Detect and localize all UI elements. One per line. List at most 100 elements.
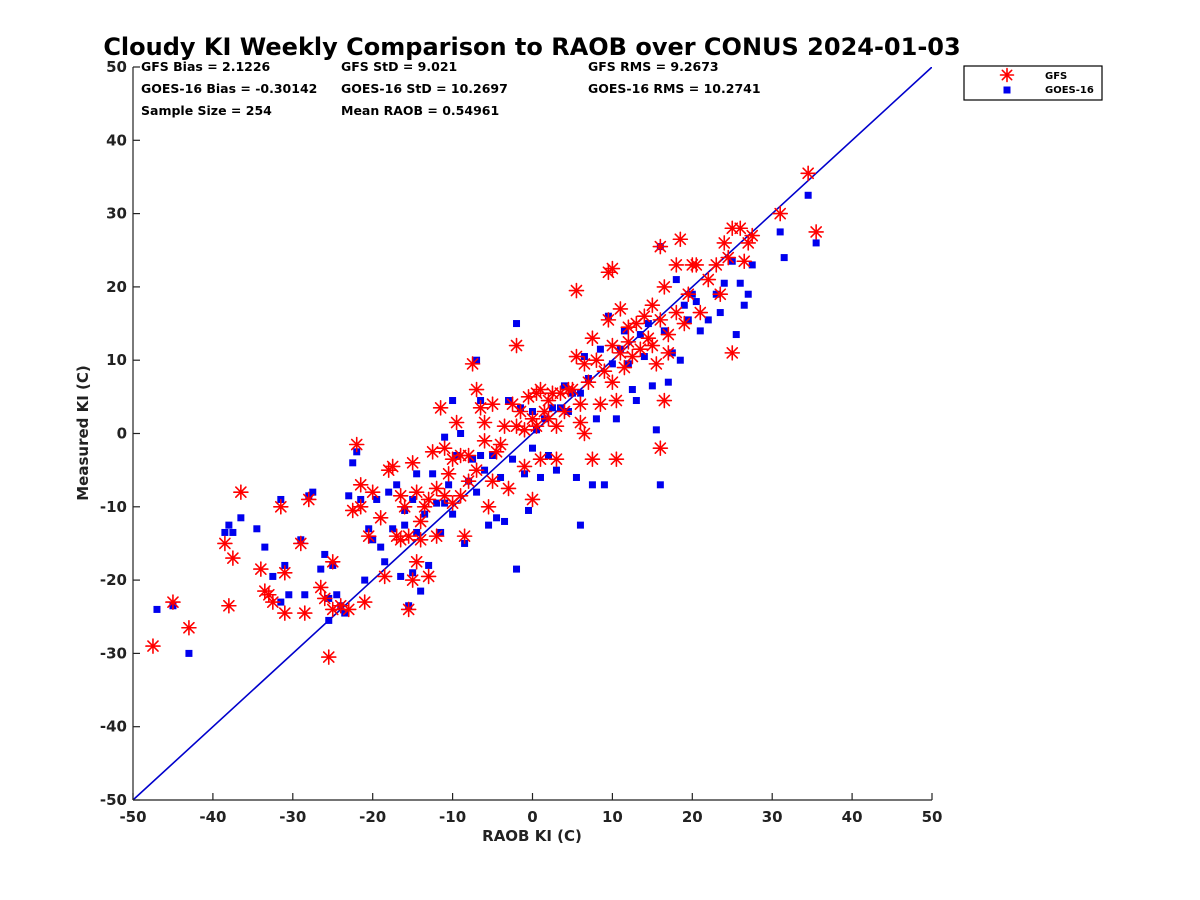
gfs-point xyxy=(424,444,441,460)
gfs-point xyxy=(476,414,493,431)
gfs-point xyxy=(348,436,365,453)
x-tick-label: -30 xyxy=(279,808,306,826)
goes16-point xyxy=(804,191,812,199)
x-tick-label: -10 xyxy=(439,808,466,826)
gfs-point xyxy=(253,561,269,577)
gfs-point xyxy=(524,491,541,508)
gfs-point xyxy=(620,334,637,350)
gfs-point xyxy=(568,348,585,365)
goes16-point xyxy=(433,499,441,507)
gfs-point xyxy=(412,513,429,530)
gfs-point xyxy=(277,564,293,581)
gfs-point xyxy=(420,568,437,585)
goes16-point xyxy=(345,492,353,500)
gfs-point xyxy=(672,231,689,248)
gfs-point xyxy=(460,473,477,489)
gfs-point xyxy=(556,403,573,420)
stat-goes-rms: GOES-16 RMS = 10.2741 xyxy=(588,81,761,96)
goes16-point xyxy=(497,473,505,481)
gfs-point xyxy=(444,495,461,511)
one-to-one-line xyxy=(133,67,932,800)
gfs-point xyxy=(492,436,509,453)
y-axis-ticks: -50 -40 -30 -20 -10 0 10 20 30 40 50 xyxy=(100,58,140,809)
gfs-point xyxy=(616,359,633,376)
goes16-point xyxy=(680,301,688,309)
gfs-point xyxy=(472,400,489,416)
goes16-point xyxy=(449,397,457,405)
gfs-point xyxy=(404,455,421,471)
x-axis-ticks: -50 -40 -30 -20 -10 0 10 20 30 40 50 xyxy=(119,793,942,826)
stat-gfs-std: GFS StD = 9.021 xyxy=(341,59,457,74)
gfs-point xyxy=(548,451,565,467)
gfs-point xyxy=(668,257,685,273)
gfs-point xyxy=(356,594,373,610)
gfs-point xyxy=(221,597,237,614)
gfs-points xyxy=(145,165,824,665)
goes16-point xyxy=(544,451,552,459)
goes16-point xyxy=(525,506,533,514)
gfs-point xyxy=(516,422,533,438)
x-axis-label: RAOB KI (C) xyxy=(482,827,582,845)
gfs-point xyxy=(456,528,473,544)
y-tick-label: -30 xyxy=(100,644,127,662)
gfs-point xyxy=(233,484,249,500)
gfs-point xyxy=(676,315,693,332)
goes16-point xyxy=(780,254,788,262)
x-tick-label: -20 xyxy=(359,808,386,826)
y-tick-label: 40 xyxy=(106,131,127,149)
goes16-point xyxy=(409,495,417,503)
goes16-point xyxy=(576,389,584,397)
gfs-point xyxy=(744,227,761,244)
gfs-point xyxy=(644,297,661,314)
y-tick-label: 20 xyxy=(106,278,127,296)
statistics-block: GFS Bias = 2.1226 GFS StD = 9.021 GFS RM… xyxy=(141,59,761,118)
goes16-point xyxy=(301,591,309,599)
goes16-point xyxy=(373,495,381,503)
gfs-point xyxy=(692,304,709,321)
legend-goes16-marker xyxy=(1003,86,1011,94)
gfs-point xyxy=(360,528,377,544)
gfs-point xyxy=(476,433,493,449)
gfs-point xyxy=(436,440,453,456)
legend: GFS GOES-16 xyxy=(963,65,1103,101)
gfs-point xyxy=(376,568,393,585)
gfs-point xyxy=(596,363,613,379)
gfs-point xyxy=(384,458,401,475)
gfs-point xyxy=(312,579,329,596)
y-axis-label: Measured KI (C) xyxy=(74,365,92,501)
gfs-point xyxy=(484,396,501,412)
gfs-point xyxy=(576,356,593,372)
legend-gfs-marker xyxy=(999,67,1015,83)
goes16-point xyxy=(664,378,672,386)
gfs-point xyxy=(508,337,525,354)
y-tick-label: -40 xyxy=(100,718,127,736)
gfs-point xyxy=(588,352,605,369)
gfs-point xyxy=(500,480,517,497)
gfs-point xyxy=(420,491,437,508)
y-tick-label: -50 xyxy=(100,791,127,809)
goes16-point xyxy=(672,276,680,284)
x-tick-label: 0 xyxy=(527,808,537,826)
goes16-point xyxy=(740,301,748,309)
goes16-point xyxy=(473,488,481,496)
goes16-point xyxy=(596,345,604,353)
goes16-point xyxy=(317,565,325,573)
goes16-point xyxy=(640,353,648,361)
gfs-point xyxy=(644,337,661,354)
goes16-point xyxy=(732,331,740,339)
x-tick-label: 20 xyxy=(682,808,703,826)
gfs-point xyxy=(612,345,629,361)
gfs-point xyxy=(656,392,673,409)
gfs-point xyxy=(660,326,677,343)
gfs-point xyxy=(273,498,289,515)
goes16-point xyxy=(716,309,724,317)
gfs-point xyxy=(724,345,741,361)
gfs-point xyxy=(468,462,485,478)
gfs-point xyxy=(640,330,657,347)
gfs-point xyxy=(396,498,413,515)
goes16-point xyxy=(349,459,357,467)
goes16-point xyxy=(485,521,493,529)
goes16-point xyxy=(229,528,237,536)
gfs-point xyxy=(277,605,293,621)
gfs-point xyxy=(352,498,369,515)
